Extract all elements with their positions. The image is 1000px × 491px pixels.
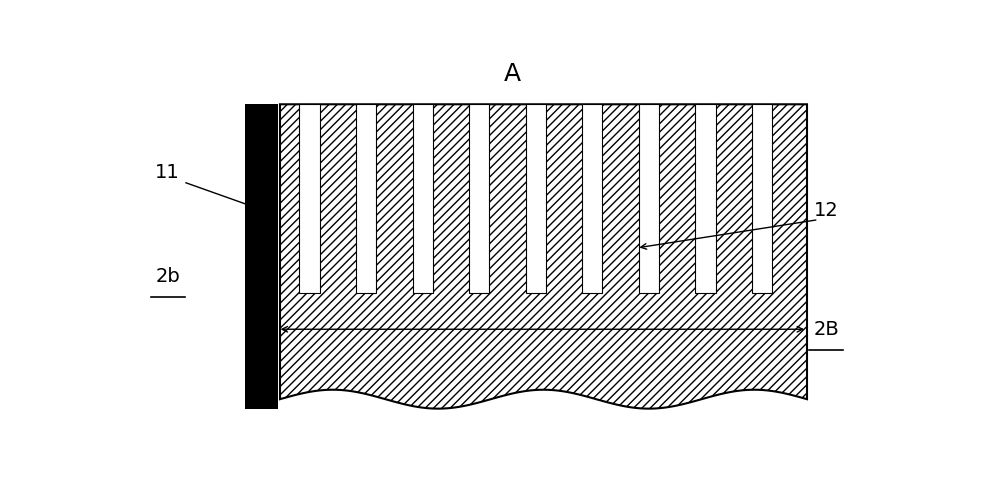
Polygon shape [469, 104, 489, 293]
Polygon shape [639, 104, 659, 293]
Text: A: A [504, 62, 521, 86]
Polygon shape [752, 104, 772, 293]
Text: 11: 11 [155, 163, 180, 182]
Text: 2b: 2b [155, 267, 180, 286]
Text: 12: 12 [814, 201, 839, 219]
Text: 2B: 2B [814, 320, 839, 339]
Polygon shape [356, 104, 376, 293]
Polygon shape [413, 104, 433, 293]
Polygon shape [582, 104, 602, 293]
Polygon shape [695, 104, 716, 293]
Polygon shape [245, 104, 278, 409]
Polygon shape [526, 104, 546, 293]
Polygon shape [280, 104, 807, 409]
Polygon shape [299, 104, 320, 293]
